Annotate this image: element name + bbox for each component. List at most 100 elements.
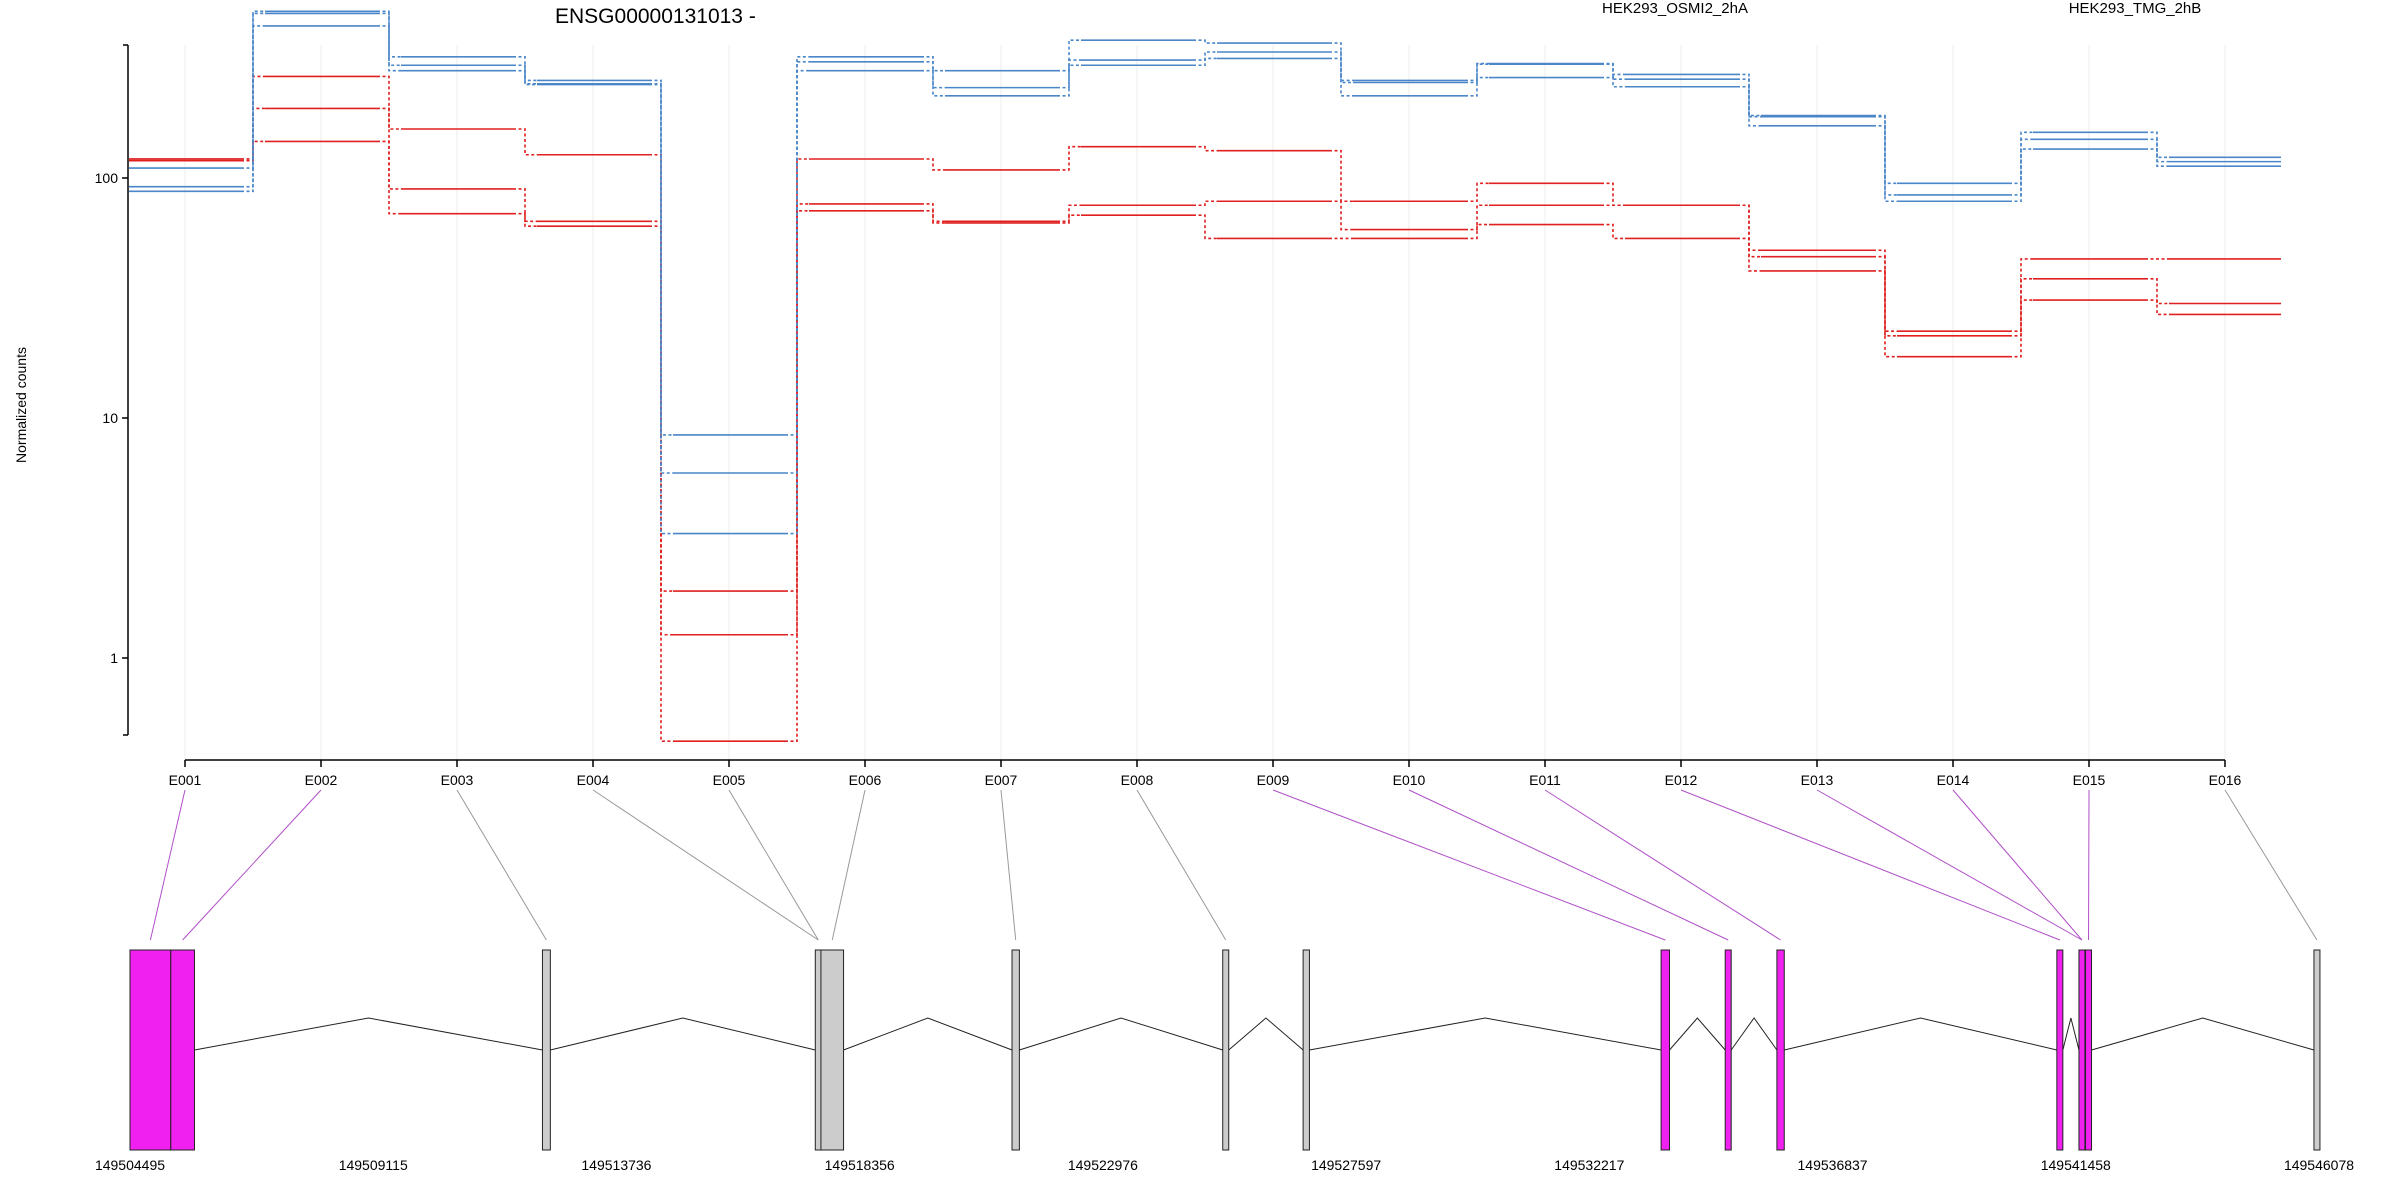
series-transition bbox=[1193, 57, 1217, 67]
series-transition bbox=[1329, 51, 1353, 84]
exon-block-e009 bbox=[1660, 949, 1671, 1151]
y-tick-label: 1 bbox=[110, 650, 118, 666]
exon-block-e005 bbox=[820, 949, 845, 1151]
exon-block-e003 bbox=[541, 949, 551, 1151]
series-transition bbox=[1465, 182, 1489, 203]
series-transition bbox=[649, 79, 673, 436]
x-tick-label-e004: E004 bbox=[577, 772, 610, 788]
series-transition bbox=[377, 12, 401, 67]
x-tick-label-e002: E002 bbox=[305, 772, 338, 788]
x-tick-label-e003: E003 bbox=[441, 772, 474, 788]
series-transition bbox=[513, 55, 537, 82]
connector-e014 bbox=[1952, 789, 2083, 941]
series-transition bbox=[377, 25, 401, 72]
series-transition bbox=[1329, 42, 1353, 82]
series-transition bbox=[1601, 223, 1625, 240]
series-transition bbox=[377, 10, 401, 58]
series-transition bbox=[1057, 64, 1081, 97]
series-transition bbox=[1465, 63, 1489, 84]
series-transition bbox=[1193, 51, 1217, 61]
y-tick-label: 100 bbox=[95, 170, 119, 186]
series-transition bbox=[2009, 299, 2033, 358]
x-axis: E001 E002 E003 E004 E005 E006 E007 E008 E009 E010… bbox=[169, 759, 2242, 788]
plot-area bbox=[129, 10, 2281, 743]
series-transition bbox=[1465, 62, 1489, 82]
exon-block-e011 bbox=[1776, 949, 1785, 1151]
series-transition bbox=[1057, 145, 1081, 171]
series-transition bbox=[1465, 76, 1489, 97]
series-transition bbox=[513, 64, 537, 85]
x-tick-label-e005: E005 bbox=[713, 772, 746, 788]
connector-e010 bbox=[1408, 789, 1729, 941]
coordinate-label: 149522976 bbox=[1068, 1157, 1138, 1173]
connector-e016 bbox=[2224, 789, 2318, 941]
series-transition bbox=[1873, 115, 1897, 196]
x-tick-label-e014: E014 bbox=[1937, 772, 1970, 788]
intron-line bbox=[194, 1017, 543, 1051]
series-transition bbox=[649, 82, 673, 474]
genomic-coordinate-axis: 149504495 149509115 149513736 149518356 1495… bbox=[95, 1157, 2354, 1173]
intron-line bbox=[1669, 1017, 1726, 1051]
exon-block-e010 bbox=[1724, 949, 1732, 1151]
series-transition bbox=[2145, 148, 2169, 167]
x-tick-label-e007: E007 bbox=[985, 772, 1018, 788]
series-transition bbox=[2009, 131, 2033, 185]
series-transition bbox=[513, 128, 537, 156]
series-transition bbox=[649, 220, 673, 636]
coordinate-label: 149518356 bbox=[825, 1157, 895, 1173]
x-gridlines bbox=[184, 45, 2226, 760]
series-transition bbox=[2145, 278, 2169, 305]
intron-line bbox=[1309, 1017, 1662, 1051]
exon-block-e001 bbox=[129, 949, 172, 1151]
legend-label-condition-a: HEK293_OSMI2_2hA bbox=[1602, 0, 1748, 17]
connector-e005 bbox=[728, 789, 819, 941]
series-transition bbox=[921, 158, 945, 171]
series-transition bbox=[377, 140, 401, 215]
intron-line bbox=[843, 1017, 1013, 1051]
series-transition bbox=[1737, 73, 1761, 117]
series-5-hek293_tmg_2hb bbox=[129, 12, 2281, 474]
series-transition bbox=[785, 55, 809, 436]
y-axis: 1 10 100 bbox=[95, 44, 129, 736]
series-transition bbox=[1601, 182, 1625, 207]
series-transition bbox=[1873, 255, 1897, 337]
series-transition bbox=[921, 203, 945, 223]
x-tick-label-e001: E001 bbox=[169, 772, 202, 788]
connector-e013 bbox=[1816, 789, 2083, 941]
series-transition bbox=[1601, 76, 1625, 88]
series-transition bbox=[1737, 237, 1761, 272]
series-transition bbox=[2009, 258, 2033, 332]
x-tick-label-e015: E015 bbox=[2073, 772, 2106, 788]
connector-e011 bbox=[1544, 789, 1781, 941]
series-transition bbox=[1873, 125, 1897, 203]
series-transition bbox=[1057, 214, 1081, 224]
series-4-hek293_tmg_2hb bbox=[129, 10, 2281, 436]
series-transition bbox=[1057, 204, 1081, 223]
series-transition bbox=[1329, 200, 1353, 231]
exon-block-e015 bbox=[2313, 949, 2321, 1151]
series-2-hek293_osmi2_2ha bbox=[129, 107, 2281, 636]
exon-block-e013 bbox=[2078, 949, 2086, 1151]
series-3-hek293_osmi2_2ha bbox=[129, 140, 2281, 743]
series-transition bbox=[241, 25, 265, 193]
x-tick-label-e012: E012 bbox=[1665, 772, 1698, 788]
exon-block-e008 bbox=[1302, 949, 1310, 1151]
series-transition bbox=[513, 69, 537, 86]
connector-e001 bbox=[149, 789, 186, 941]
series-transition bbox=[921, 60, 945, 89]
series-transition bbox=[1737, 85, 1761, 127]
series-transition bbox=[1193, 214, 1217, 240]
coordinate-label: 149513736 bbox=[581, 1157, 651, 1173]
series-transition bbox=[1601, 63, 1625, 81]
connector-e004 bbox=[592, 789, 819, 941]
connector-e008 bbox=[1136, 789, 1227, 941]
coordinate-label: 149532217 bbox=[1554, 1157, 1624, 1173]
y-axis-label: Normalized counts bbox=[13, 347, 29, 463]
series-transition bbox=[513, 212, 537, 227]
series-transition bbox=[1465, 204, 1489, 231]
series-transition bbox=[649, 225, 673, 743]
series-transition bbox=[1057, 39, 1081, 72]
connector-e006 bbox=[831, 789, 866, 941]
intron-line bbox=[550, 1017, 816, 1051]
